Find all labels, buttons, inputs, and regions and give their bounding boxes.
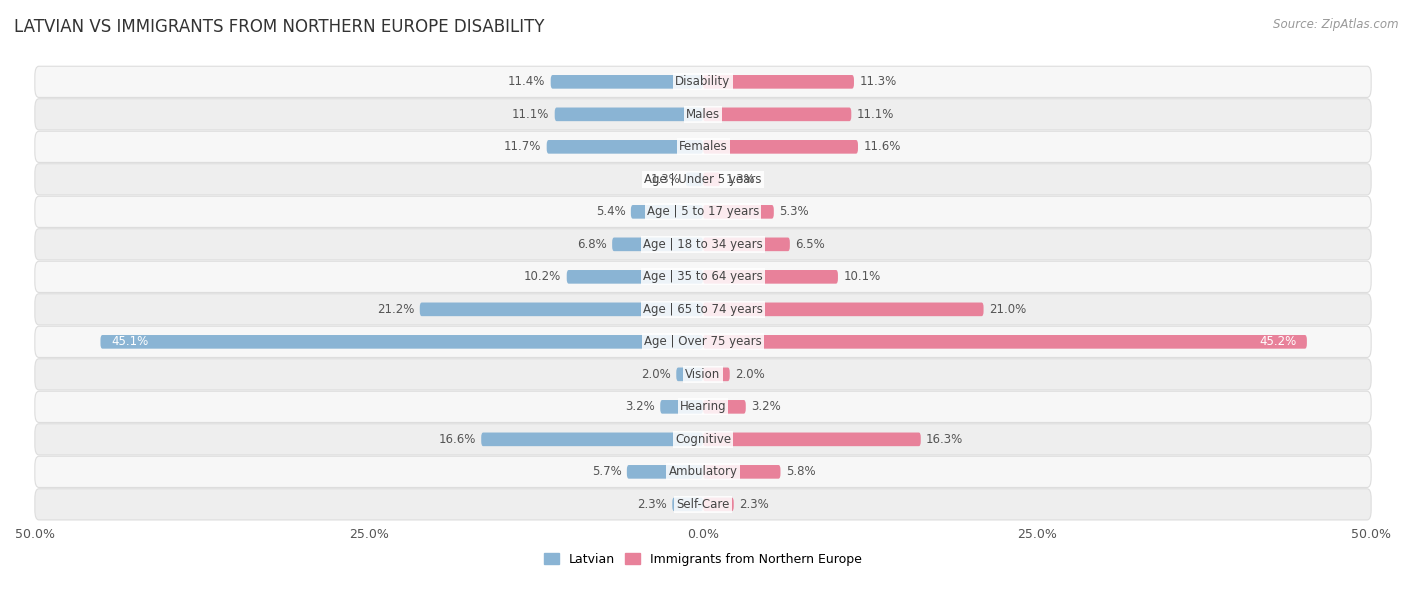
FancyBboxPatch shape — [100, 335, 703, 349]
FancyBboxPatch shape — [35, 164, 1371, 195]
FancyBboxPatch shape — [631, 205, 703, 218]
FancyBboxPatch shape — [686, 173, 703, 186]
FancyBboxPatch shape — [703, 108, 851, 121]
FancyBboxPatch shape — [35, 456, 1371, 487]
Text: Source: ZipAtlas.com: Source: ZipAtlas.com — [1274, 18, 1399, 31]
FancyBboxPatch shape — [547, 140, 703, 154]
FancyBboxPatch shape — [35, 294, 1371, 325]
Text: Hearing: Hearing — [679, 400, 727, 413]
FancyBboxPatch shape — [703, 205, 773, 218]
Text: Cognitive: Cognitive — [675, 433, 731, 446]
FancyBboxPatch shape — [703, 498, 734, 511]
FancyBboxPatch shape — [703, 302, 984, 316]
Text: Disability: Disability — [675, 75, 731, 88]
FancyBboxPatch shape — [35, 391, 1371, 422]
Text: 3.2%: 3.2% — [751, 400, 780, 413]
FancyBboxPatch shape — [703, 400, 745, 414]
FancyBboxPatch shape — [35, 99, 1371, 130]
Text: 21.2%: 21.2% — [377, 303, 415, 316]
FancyBboxPatch shape — [703, 465, 780, 479]
Text: 2.0%: 2.0% — [641, 368, 671, 381]
Text: 5.4%: 5.4% — [596, 206, 626, 218]
Text: Males: Males — [686, 108, 720, 121]
Text: 6.8%: 6.8% — [576, 238, 607, 251]
Text: Age | 35 to 64 years: Age | 35 to 64 years — [643, 271, 763, 283]
FancyBboxPatch shape — [35, 229, 1371, 260]
Text: 5.7%: 5.7% — [592, 465, 621, 479]
Legend: Latvian, Immigrants from Northern Europe: Latvian, Immigrants from Northern Europe — [538, 548, 868, 571]
Text: 11.1%: 11.1% — [856, 108, 894, 121]
Text: 5.3%: 5.3% — [779, 206, 808, 218]
FancyBboxPatch shape — [703, 368, 730, 381]
Text: 21.0%: 21.0% — [988, 303, 1026, 316]
Text: 1.3%: 1.3% — [725, 173, 755, 186]
FancyBboxPatch shape — [35, 196, 1371, 228]
Text: 45.1%: 45.1% — [111, 335, 149, 348]
Text: 2.3%: 2.3% — [740, 498, 769, 511]
Text: 11.6%: 11.6% — [863, 140, 901, 154]
Text: Age | 65 to 74 years: Age | 65 to 74 years — [643, 303, 763, 316]
Text: Females: Females — [679, 140, 727, 154]
Text: LATVIAN VS IMMIGRANTS FROM NORTHERN EUROPE DISABILITY: LATVIAN VS IMMIGRANTS FROM NORTHERN EURO… — [14, 18, 544, 36]
FancyBboxPatch shape — [420, 302, 703, 316]
FancyBboxPatch shape — [703, 140, 858, 154]
Text: 3.2%: 3.2% — [626, 400, 655, 413]
FancyBboxPatch shape — [627, 465, 703, 479]
FancyBboxPatch shape — [35, 359, 1371, 390]
FancyBboxPatch shape — [703, 75, 853, 89]
Text: 16.6%: 16.6% — [439, 433, 475, 446]
FancyBboxPatch shape — [612, 237, 703, 251]
Text: 45.2%: 45.2% — [1258, 335, 1296, 348]
FancyBboxPatch shape — [35, 261, 1371, 293]
FancyBboxPatch shape — [35, 131, 1371, 162]
Text: Self-Care: Self-Care — [676, 498, 730, 511]
FancyBboxPatch shape — [703, 173, 720, 186]
FancyBboxPatch shape — [676, 368, 703, 381]
FancyBboxPatch shape — [703, 433, 921, 446]
Text: Age | 5 to 17 years: Age | 5 to 17 years — [647, 206, 759, 218]
Text: 2.3%: 2.3% — [637, 498, 666, 511]
FancyBboxPatch shape — [481, 433, 703, 446]
Text: 5.8%: 5.8% — [786, 465, 815, 479]
FancyBboxPatch shape — [555, 108, 703, 121]
FancyBboxPatch shape — [703, 335, 1306, 349]
FancyBboxPatch shape — [35, 326, 1371, 357]
Text: 16.3%: 16.3% — [927, 433, 963, 446]
Text: Ambulatory: Ambulatory — [668, 465, 738, 479]
FancyBboxPatch shape — [35, 424, 1371, 455]
FancyBboxPatch shape — [703, 237, 790, 251]
Text: Age | 18 to 34 years: Age | 18 to 34 years — [643, 238, 763, 251]
Text: 11.7%: 11.7% — [503, 140, 541, 154]
Text: 1.3%: 1.3% — [651, 173, 681, 186]
FancyBboxPatch shape — [703, 270, 838, 284]
FancyBboxPatch shape — [567, 270, 703, 284]
FancyBboxPatch shape — [672, 498, 703, 511]
Text: 10.1%: 10.1% — [844, 271, 880, 283]
Text: 2.0%: 2.0% — [735, 368, 765, 381]
Text: 11.1%: 11.1% — [512, 108, 550, 121]
FancyBboxPatch shape — [661, 400, 703, 414]
FancyBboxPatch shape — [35, 66, 1371, 97]
Text: 11.3%: 11.3% — [859, 75, 897, 88]
Text: 11.4%: 11.4% — [508, 75, 546, 88]
Text: Age | Over 75 years: Age | Over 75 years — [644, 335, 762, 348]
Text: 10.2%: 10.2% — [524, 271, 561, 283]
Text: Vision: Vision — [685, 368, 721, 381]
FancyBboxPatch shape — [551, 75, 703, 89]
Text: Age | Under 5 years: Age | Under 5 years — [644, 173, 762, 186]
FancyBboxPatch shape — [35, 489, 1371, 520]
Text: 6.5%: 6.5% — [796, 238, 825, 251]
